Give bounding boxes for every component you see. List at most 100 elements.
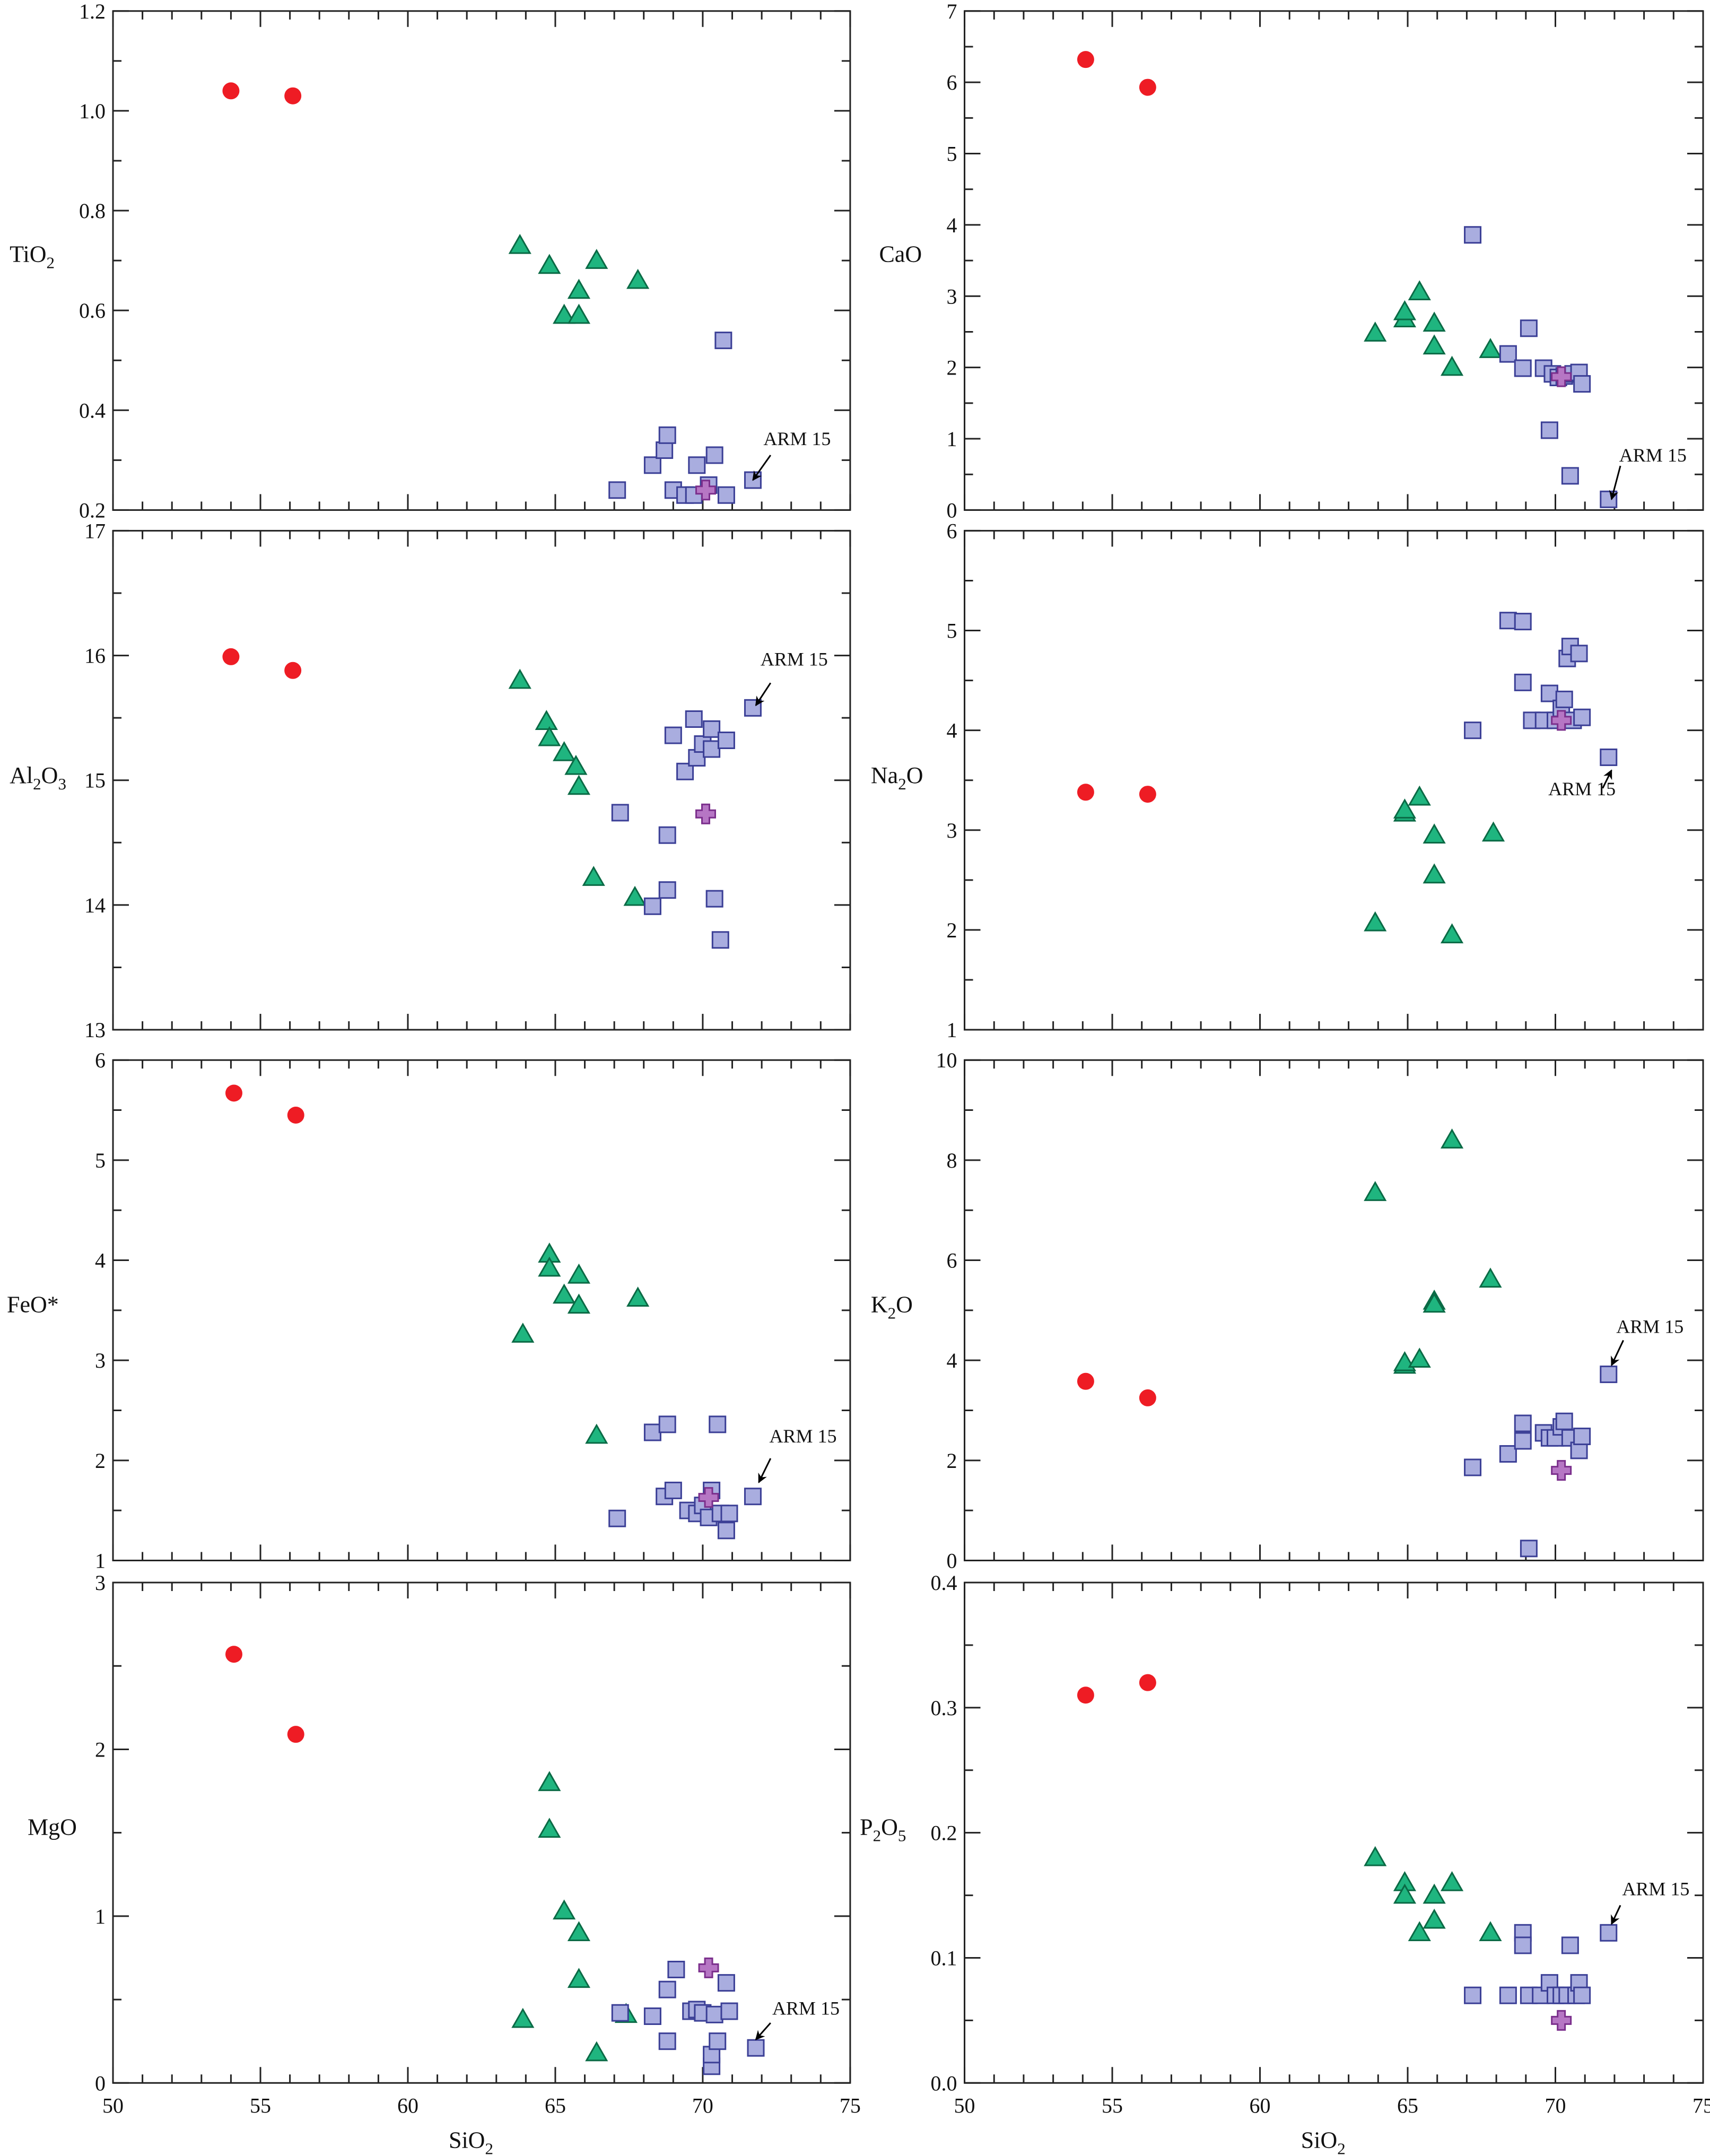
- point-blue: [1464, 226, 1482, 244]
- point-green: [538, 1256, 561, 1277]
- annotation-arrow: [755, 682, 772, 707]
- point-blue: [711, 931, 729, 949]
- point-green: [1364, 911, 1387, 932]
- annotation-label: ARM 15: [1548, 778, 1616, 799]
- panel-cao: 0 1 2 3 4 5 6 7 CaO ARM 15: [879, 0, 1704, 522]
- x-tick-label: 55: [1102, 2093, 1123, 2117]
- panel-mgo: 0 1 2 3 50 55 60 65 70 75 SiO2 MgO ARM 15: [28, 1571, 861, 2156]
- y-tick-label: 6: [947, 519, 957, 543]
- y-axis-title: MgO: [28, 1814, 77, 1840]
- point-blue: [643, 456, 661, 474]
- point-blue: [1499, 1445, 1517, 1463]
- point-green: [553, 303, 576, 324]
- y-tick-label: 6: [947, 1249, 957, 1273]
- point-blue: [608, 1509, 626, 1527]
- x-tick-label: 70: [1545, 2093, 1566, 2117]
- point-blue: [1600, 1366, 1618, 1384]
- point-blue: [1540, 684, 1558, 702]
- point-blue: [744, 1488, 762, 1506]
- point-blue: [1600, 1924, 1618, 1942]
- point-green: [1408, 785, 1431, 806]
- y-tick-label: 10: [936, 1048, 957, 1072]
- point-blue: [1514, 359, 1532, 377]
- y-tick-label: 4: [947, 213, 957, 237]
- point-blue: [1499, 345, 1517, 363]
- point-blue: [709, 1415, 727, 1433]
- point-green: [564, 754, 588, 775]
- y-tick-label: 0.0: [931, 2071, 957, 2095]
- point-red: [1139, 79, 1156, 96]
- point-green: [508, 668, 531, 689]
- point-blue: [1561, 467, 1579, 485]
- y-tick-label: 6: [95, 1048, 106, 1072]
- point-green: [1364, 321, 1387, 342]
- point-red: [1077, 784, 1094, 801]
- y-tick-label: 13: [84, 1018, 106, 1042]
- plot-frame: [112, 1581, 851, 2084]
- point-green: [1440, 1871, 1464, 1891]
- point-green: [1393, 798, 1417, 819]
- point-blue: [643, 2007, 661, 2025]
- y-tick-label: 3: [95, 1349, 106, 1372]
- y-tick-label: 0.2: [931, 1821, 957, 1845]
- point-blue: [608, 481, 626, 499]
- point-green: [1364, 1846, 1387, 1866]
- point-purple: [695, 803, 716, 824]
- point-blue: [717, 731, 735, 749]
- point-green: [511, 2007, 535, 2028]
- point-purple: [698, 1487, 719, 1508]
- point-green: [567, 1921, 591, 1942]
- y-tick-label: 0.4: [931, 1571, 957, 1595]
- annotation-label: ARM 15: [1616, 1316, 1683, 1337]
- y-tick-label: 1: [95, 1905, 106, 1928]
- point-red: [225, 1646, 242, 1663]
- point-purple: [695, 480, 716, 501]
- point-purple: [1551, 1460, 1572, 1481]
- point-blue: [1464, 1986, 1482, 2004]
- point-green: [1423, 311, 1446, 332]
- point-blue: [685, 710, 703, 728]
- y-tick-label: 2: [95, 1449, 106, 1473]
- point-red: [222, 648, 240, 665]
- point-green: [553, 741, 576, 761]
- annotation-arrow: [1609, 465, 1621, 501]
- y-tick-label: 1.2: [79, 0, 106, 23]
- point-green: [1423, 1292, 1446, 1313]
- point-blue: [667, 1960, 685, 1978]
- point-blue: [658, 881, 676, 899]
- point-blue: [717, 1522, 735, 1540]
- point-green: [567, 1263, 591, 1284]
- point-red: [1139, 1674, 1156, 1691]
- point-blue: [1555, 1412, 1573, 1430]
- point-green: [1393, 1883, 1417, 1904]
- x-tick-label: 70: [692, 2093, 713, 2117]
- point-green: [511, 1323, 535, 1343]
- y-tick-label: 0: [947, 498, 957, 522]
- x-tick-label: 65: [545, 2093, 566, 2117]
- x-tick-label: 75: [1692, 2093, 1710, 2117]
- y-tick-label: 0: [947, 1549, 957, 1572]
- point-green: [626, 268, 650, 289]
- point-green: [626, 1286, 650, 1307]
- panel-al2o3: 13 14 15 16 17 Al2O3 ARM 15: [10, 519, 851, 1042]
- point-blue: [703, 740, 721, 758]
- annotation-arrow: [1602, 769, 1612, 789]
- point-blue: [1600, 490, 1618, 508]
- y-tick-label: 2: [947, 356, 957, 380]
- point-green: [1440, 923, 1464, 944]
- panel-feo: 1 2 3 4 5 6 FeO* ARM 15: [7, 1048, 851, 1572]
- point-red: [1139, 1389, 1156, 1406]
- point-blue: [1499, 1986, 1517, 2004]
- point-green: [1423, 1908, 1446, 1929]
- point-green: [1423, 1883, 1446, 1904]
- point-blue: [1573, 1986, 1591, 2004]
- point-blue: [658, 426, 676, 444]
- annotation-arrow: [755, 2022, 771, 2040]
- point-red: [225, 1084, 242, 1102]
- annotation-arrow: [752, 455, 772, 481]
- point-green: [553, 1283, 576, 1304]
- annotation-label: ARM 15: [1622, 1879, 1689, 1900]
- x-tick-label: 60: [397, 2093, 418, 2117]
- point-red: [1077, 1686, 1094, 1704]
